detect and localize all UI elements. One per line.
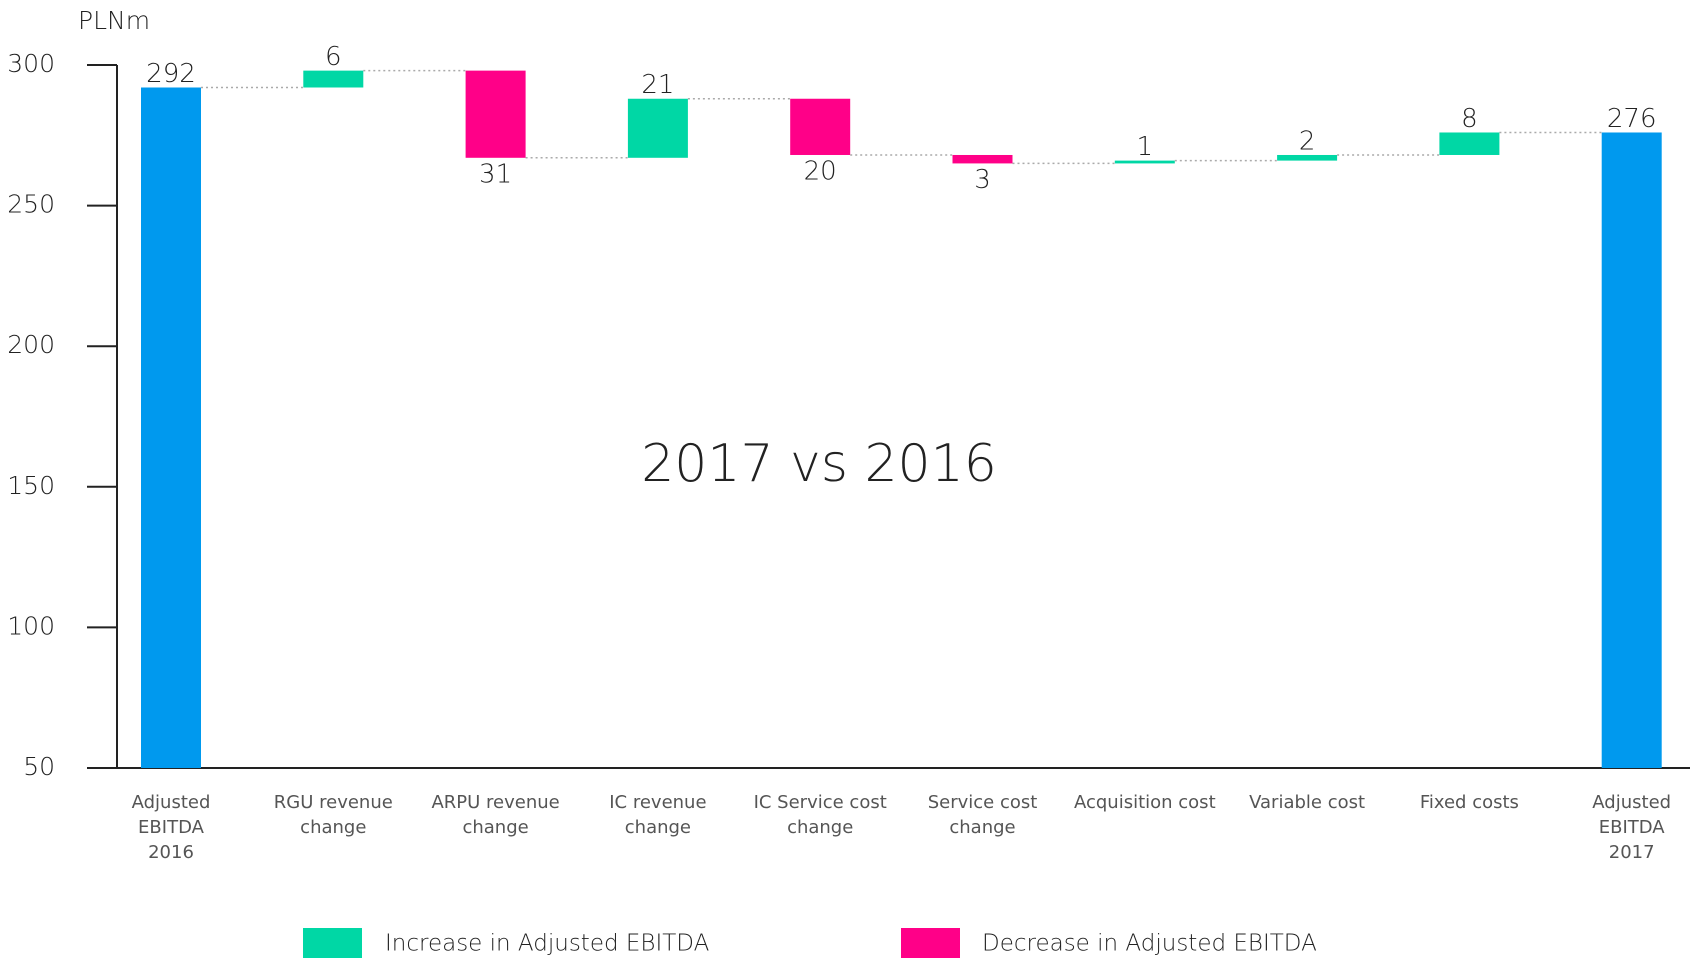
value-label: 292 (146, 59, 196, 89)
x-tick-label: Service cost change (927, 792, 1038, 838)
value-label: 31 (479, 159, 512, 189)
x-tick-label: Adjusted EBITDA 2016 (131, 792, 211, 863)
value-label: 3 (974, 165, 991, 195)
chart-title: 2017 vs 2016 (641, 434, 997, 494)
bar (1601, 132, 1662, 768)
y-tick-label: 100 (7, 611, 55, 640)
bar (465, 70, 526, 158)
value-label: 20 (804, 156, 837, 186)
bar (790, 98, 851, 155)
legend-swatch (901, 928, 960, 958)
y-tick-label: 50 (23, 752, 55, 781)
value-label: 1 (1137, 132, 1154, 162)
x-tick-label: IC Service cost change (753, 792, 887, 838)
y-tick-label: 250 (7, 190, 55, 219)
y-tick-label: 300 (7, 49, 55, 78)
value-label: 6 (325, 42, 342, 72)
y-axis-label: PLNm (78, 6, 150, 35)
x-tick-label: Acquisition cost (1073, 792, 1216, 813)
value-label: 276 (1607, 104, 1657, 134)
bar (1439, 132, 1500, 155)
bar (1114, 160, 1175, 164)
bar (627, 98, 688, 158)
bar (141, 87, 201, 769)
x-tick-label: RGU revenue change (273, 792, 393, 838)
y-tick-label: 200 (7, 330, 55, 359)
value-label: 2 (1299, 126, 1316, 156)
x-tick-label: Variable cost (1249, 792, 1366, 813)
value-label: 21 (641, 70, 674, 100)
y-tick-label: 150 (7, 471, 55, 500)
legend-label: Increase in Adjusted EBITDA (385, 931, 709, 957)
value-label: 8 (1461, 104, 1478, 134)
bar (1277, 154, 1338, 161)
bar (952, 154, 1013, 164)
x-tick-label: IC revenue change (609, 792, 707, 838)
x-tick-label: Fixed costs (1419, 792, 1519, 813)
x-tick-label: Adjusted EBITDA 2017 (1592, 792, 1672, 863)
legend-label: Decrease in Adjusted EBITDA (982, 931, 1317, 957)
legend-swatch (303, 928, 362, 958)
x-tick-label: ARPU revenue change (431, 792, 560, 838)
bar (303, 70, 364, 88)
